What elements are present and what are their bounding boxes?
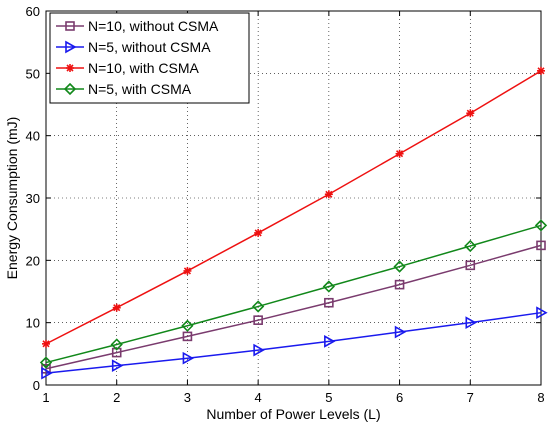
x-tick-label: 2 [113,390,120,405]
data-point [324,335,336,348]
data-point [181,319,194,332]
x-tick-label: 8 [537,390,544,405]
data-point [252,300,265,313]
y-tick-label: 40 [26,129,40,144]
data-point [253,315,263,325]
data-point [536,240,546,251]
data-point [536,306,548,320]
data-point [322,280,335,293]
data-point [537,66,545,75]
data-point [110,338,123,351]
x-tick-label: 6 [396,390,403,405]
x-tick-label: 4 [255,390,262,405]
y-tick-label: 20 [26,253,40,268]
x-tick-label: 1 [42,390,49,405]
legend-label: N=5, with CSMA [88,81,192,97]
grid [46,11,541,385]
legend-marker [63,82,77,96]
y-tick-label: 30 [26,191,40,206]
x-tick-label: 7 [467,390,474,405]
legend-item: N=10, without CSMA [56,18,219,34]
data-point [534,219,548,232]
legend-box [49,12,250,104]
legend-marker [65,21,75,31]
data-point [393,260,406,273]
data-point [41,366,53,380]
series-group [39,66,548,380]
data-point [395,149,404,158]
y-tick-label: 50 [26,66,40,81]
legend-item: N=10, with CSMA [56,60,200,76]
y-tick-label: 0 [33,378,40,393]
y-tick-label: 60 [26,4,40,19]
y-axis-label: Energy Consumption (mJ) [4,117,20,280]
data-point [254,228,263,237]
legend-label: N=5, without CSMA [88,39,211,55]
legend-item: N=5, without CSMA [56,39,211,55]
data-point [111,359,124,373]
series-2 [41,306,548,380]
y-tick-label: 10 [26,316,40,331]
series-line [45,311,542,374]
series-line [45,70,542,345]
data-point [324,297,334,308]
x-tick-label: 5 [325,390,332,405]
data-point [182,351,195,365]
legend-item: N=5, with CSMA [56,81,192,97]
data-point [182,331,193,342]
series-1 [41,240,546,374]
data-point [465,260,476,271]
data-point [39,356,53,369]
data-point [465,316,477,330]
x-axis-label: Number of Power Levels (L) [206,406,380,422]
series-line [45,224,542,364]
x-tick-label: 3 [184,390,191,405]
data-point [253,343,265,357]
data-point [42,339,50,348]
series-3 [42,66,545,348]
legend-label: N=10, with CSMA [88,60,200,76]
series-4 [39,219,548,369]
legend: N=10, without CSMA N=5, without CSMA N=10,… [49,12,250,104]
series-line [45,244,542,370]
legend-label: N=10, without CSMA [88,18,219,34]
data-point [324,190,333,199]
data-point [466,109,475,118]
legend-marker [65,40,77,54]
axis-ticks: 1 2 3 4 5 6 7 8 0 10 20 30 40 50 60 [26,4,545,405]
data-point [464,239,477,253]
data-point [394,279,405,290]
data-point [394,325,407,339]
legend-marker [66,64,74,72]
data-point [183,266,192,275]
data-point [112,303,121,312]
